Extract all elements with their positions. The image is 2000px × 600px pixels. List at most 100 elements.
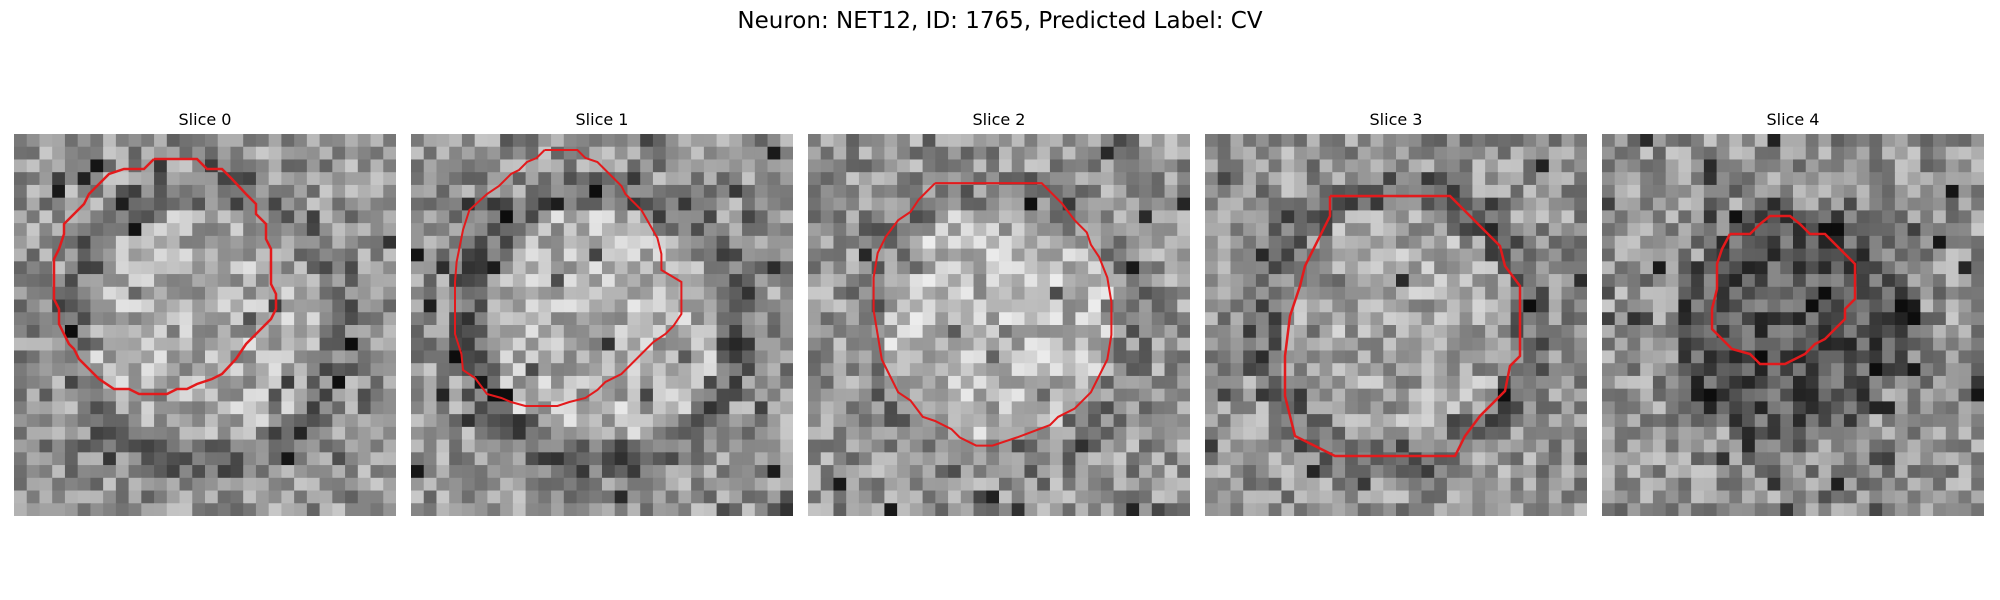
image-pixel bbox=[1217, 184, 1232, 199]
image-pixel bbox=[474, 299, 488, 313]
image-pixel bbox=[1268, 134, 1282, 148]
image-pixel bbox=[820, 184, 835, 199]
image-pixel bbox=[332, 274, 346, 288]
image-pixel bbox=[858, 312, 873, 326]
image-pixel bbox=[1332, 274, 1346, 288]
image-pixel bbox=[64, 184, 79, 199]
image-pixel bbox=[1640, 439, 1654, 453]
image-pixel bbox=[1306, 375, 1321, 390]
image-pixel bbox=[742, 235, 756, 250]
image-pixel bbox=[179, 350, 193, 364]
image-pixel bbox=[999, 184, 1013, 199]
image-pixel bbox=[1126, 388, 1140, 402]
image-pixel bbox=[1100, 159, 1115, 173]
image-pixel bbox=[846, 503, 860, 516]
image-pixel bbox=[833, 274, 847, 288]
image-pixel bbox=[973, 426, 987, 441]
image-pixel bbox=[665, 350, 679, 364]
image-pixel bbox=[742, 477, 756, 492]
image-pixel bbox=[1357, 414, 1372, 428]
image-pixel bbox=[1640, 503, 1654, 516]
image-pixel bbox=[665, 184, 679, 199]
image-pixel bbox=[1024, 146, 1038, 161]
image-pixel bbox=[306, 134, 321, 148]
image-pixel bbox=[1818, 159, 1832, 173]
image-pixel bbox=[512, 439, 527, 453]
image-pixel bbox=[1716, 159, 1730, 173]
image-pixel bbox=[716, 414, 730, 428]
image-pixel bbox=[1255, 375, 1270, 390]
image-pixel bbox=[1164, 414, 1178, 428]
image-pixel bbox=[1217, 172, 1232, 186]
image-pixel bbox=[767, 401, 781, 415]
image-pixel bbox=[243, 325, 257, 339]
image-pixel bbox=[716, 299, 730, 313]
image-pixel bbox=[1716, 312, 1730, 326]
image-pixel bbox=[1703, 388, 1718, 402]
image-pixel bbox=[1894, 184, 1909, 199]
image-pixel bbox=[179, 465, 193, 479]
image-pixel bbox=[754, 235, 769, 250]
image-pixel bbox=[1856, 401, 1870, 415]
image-pixel bbox=[281, 286, 295, 301]
image-pixel bbox=[999, 299, 1013, 313]
image-pixel bbox=[808, 350, 822, 364]
image-pixel bbox=[411, 337, 425, 352]
image-pixel bbox=[808, 146, 822, 161]
image-pixel bbox=[1561, 426, 1575, 441]
image-pixel bbox=[1754, 465, 1769, 479]
image-pixel bbox=[1716, 146, 1730, 161]
image-pixel bbox=[128, 363, 142, 377]
image-pixel bbox=[729, 210, 743, 224]
image-pixel bbox=[306, 490, 321, 504]
image-pixel bbox=[1243, 414, 1257, 428]
image-pixel bbox=[154, 350, 168, 364]
image-pixel bbox=[1548, 337, 1563, 352]
image-pixel bbox=[306, 286, 321, 301]
image-pixel bbox=[357, 503, 372, 516]
image-pixel bbox=[1139, 184, 1153, 199]
image-pixel bbox=[742, 184, 756, 199]
image-pixel bbox=[461, 503, 476, 516]
image-pixel bbox=[115, 426, 130, 441]
image-pixel bbox=[1062, 261, 1076, 275]
image-pixel bbox=[1383, 286, 1397, 301]
image-pixel bbox=[1627, 223, 1641, 237]
image-pixel bbox=[871, 477, 885, 492]
image-pixel bbox=[973, 414, 987, 428]
image-pixel bbox=[1818, 388, 1832, 402]
image-pixel bbox=[423, 210, 438, 224]
image-pixel bbox=[115, 261, 130, 275]
image-pixel bbox=[1370, 134, 1384, 148]
image-pixel bbox=[1370, 325, 1384, 339]
image-pixel bbox=[1574, 248, 1587, 262]
image-pixel bbox=[1011, 388, 1026, 402]
image-pixel bbox=[1100, 172, 1115, 186]
image-pixel bbox=[243, 286, 257, 301]
image-pixel bbox=[1459, 388, 1473, 402]
image-pixel bbox=[1294, 223, 1308, 237]
image-pixel bbox=[1818, 299, 1832, 313]
image-pixel bbox=[179, 401, 193, 415]
image-pixel bbox=[1933, 274, 1947, 288]
image-pixel bbox=[500, 184, 514, 199]
image-pixel bbox=[1126, 375, 1140, 390]
image-pixel bbox=[319, 503, 333, 516]
image-pixel bbox=[1818, 503, 1832, 516]
image-pixel bbox=[884, 350, 898, 364]
image-pixel bbox=[52, 172, 66, 186]
image-pixel bbox=[1691, 134, 1705, 148]
image-pixel bbox=[1933, 172, 1947, 186]
image-pixel bbox=[729, 401, 743, 415]
image-pixel bbox=[1243, 223, 1257, 237]
image-pixel bbox=[103, 286, 117, 301]
image-pixel bbox=[90, 146, 104, 161]
image-pixel bbox=[1793, 363, 1807, 377]
image-pixel bbox=[1536, 477, 1550, 492]
image-pixel bbox=[935, 159, 949, 173]
image-pixel bbox=[1907, 286, 1921, 301]
image-pixel bbox=[1011, 286, 1026, 301]
image-pixel bbox=[909, 477, 924, 492]
image-pixel bbox=[1652, 235, 1667, 250]
image-pixel bbox=[780, 503, 793, 516]
